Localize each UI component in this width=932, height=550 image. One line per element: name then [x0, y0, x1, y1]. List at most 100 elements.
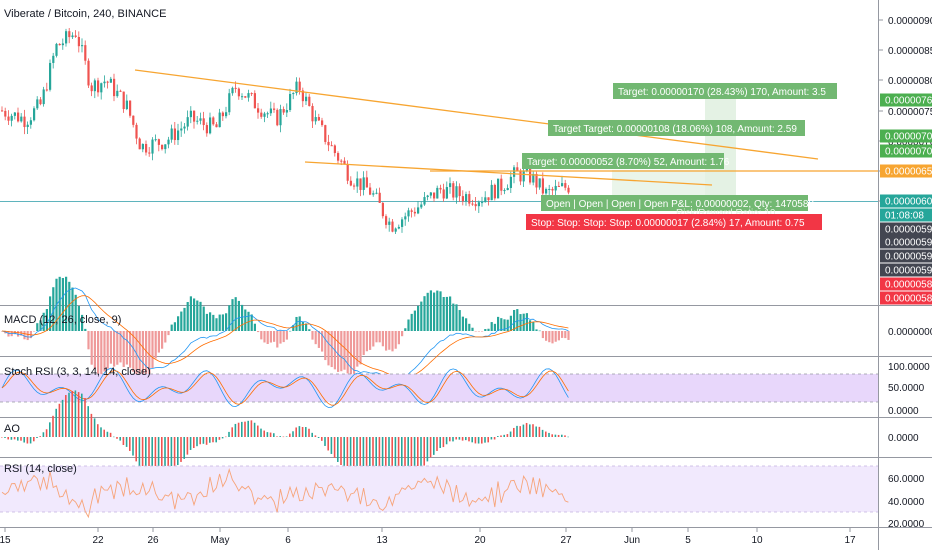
position-tool[interactable]: Target: 0.00000170 (28.43%) 170, Amount:…	[522, 83, 837, 230]
time-axis-label: 20	[474, 535, 486, 546]
stop-label[interactable]: Stop: Stop: Stop: Stop: 0.00000017 (2.84…	[526, 214, 822, 230]
candle-body	[343, 160, 346, 164]
macd-histogram-bar	[36, 323, 39, 331]
price-tag	[880, 263, 932, 277]
ao-bar	[314, 435, 317, 437]
candle-body	[397, 226, 400, 229]
ao-bar	[493, 437, 496, 440]
macd-histogram-bar	[394, 331, 397, 349]
candle-body	[113, 78, 116, 97]
macd-histogram-bar	[65, 276, 68, 331]
target-label-2[interactable]: Target Target: 0.00000108 (18.06%) 108, …	[548, 120, 805, 136]
svg-text:Open | Open | Open | Open P&L:: Open | Open | Open | Open P&L: 0.0000000…	[546, 199, 814, 210]
macd-histogram-bar	[401, 331, 404, 337]
ao-bar	[397, 437, 400, 493]
macd-histogram-bar	[474, 331, 477, 332]
macd-histogram-bar	[125, 331, 128, 365]
macd-line	[1, 287, 569, 383]
ao-bar	[196, 437, 198, 447]
macd-histogram-bar	[551, 331, 554, 344]
macd-histogram-bar	[119, 331, 122, 363]
macd-histogram-bar	[535, 329, 538, 331]
ao-bar	[273, 433, 275, 437]
trendline-upper[interactable]	[134, 69, 819, 160]
ao-bar	[253, 422, 256, 437]
macd-histogram-bar	[564, 331, 567, 339]
ao-bar	[148, 437, 150, 479]
price-tag-label: 01:08:08	[885, 211, 924, 222]
candle-body	[391, 221, 394, 232]
ao-bar	[241, 421, 243, 437]
macd-histogram-bar	[77, 306, 80, 331]
macd-histogram-bar	[461, 316, 464, 331]
ao-bar	[13, 437, 16, 440]
candle-body	[269, 108, 272, 114]
ao-bar	[385, 437, 387, 489]
ao-bar	[506, 434, 509, 437]
ao-bar	[212, 437, 214, 443]
stoch-rsi-pane[interactable]	[0, 367, 878, 408]
macd-histogram-bar	[58, 276, 61, 331]
ao-bar	[433, 437, 435, 455]
stoch-d-line	[1, 370, 569, 406]
ao-bar	[71, 391, 73, 437]
ao-bar	[81, 393, 83, 437]
ao-bar	[394, 437, 397, 493]
candle-body	[359, 178, 362, 190]
macd-histogram-bar	[132, 331, 135, 372]
macd-histogram-bar	[244, 309, 247, 331]
candle-body	[321, 120, 324, 126]
candle-body	[413, 211, 416, 214]
time-axis-label: 6	[285, 535, 291, 546]
macd-histogram-bar	[423, 296, 426, 331]
price-tag	[880, 291, 932, 305]
price-pane[interactable]	[0, 28, 878, 235]
rsi-pane[interactable]	[0, 465, 878, 519]
candle-body	[471, 203, 474, 205]
ao-bar	[77, 392, 80, 437]
macd-histogram-bar	[49, 296, 52, 331]
macd-histogram-bar	[228, 305, 231, 331]
trendline-lower[interactable]	[304, 161, 713, 186]
candle-body	[103, 81, 106, 84]
macd-pane[interactable]	[1, 276, 570, 384]
ao-bar	[17, 437, 19, 441]
candle-body	[282, 109, 285, 113]
candle-body	[138, 138, 141, 150]
ao-bar	[401, 437, 403, 491]
target-label-3[interactable]: Target: 0.00000052 (8.70%) 52, Amount: 1…	[522, 153, 730, 169]
candle-body	[193, 110, 196, 122]
stoch-rsi-title: Stoch RSI (3, 3, 14, 14, close)	[4, 366, 151, 378]
macd-histogram-bar	[484, 329, 487, 331]
ao-bar	[500, 435, 502, 437]
macd-histogram-bar	[170, 324, 173, 331]
indicator-axis-label: 0.00000000	[888, 327, 932, 338]
ao-bar	[372, 437, 374, 483]
time-axis[interactable]: 15 22 26 May 6 13 20 27 Jun 5 10 17	[0, 528, 856, 546]
macd-histogram-bar	[33, 331, 36, 332]
macd-histogram-bar	[237, 300, 240, 331]
candle-body	[455, 186, 458, 198]
ao-bar	[548, 432, 550, 437]
macd-histogram-bar	[442, 297, 445, 331]
macd-histogram-bar	[161, 331, 164, 349]
ao-bar	[410, 437, 413, 481]
candle-body	[305, 96, 308, 102]
candle-body	[199, 118, 202, 121]
price-tag-label: 0.00000706	[885, 147, 932, 158]
macd-histogram-bar	[362, 331, 365, 356]
ao-bar	[269, 432, 272, 437]
macd-histogram-bar	[289, 330, 292, 332]
open-label[interactable]: Open | Open | Open | Open P&L: 0.0000000…	[541, 195, 814, 211]
candle-body	[97, 80, 100, 93]
target-label-1[interactable]: Target: 0.00000170 (28.43%) 170, Amount:…	[613, 83, 837, 99]
ao-bar	[215, 437, 217, 443]
ao-bar	[106, 431, 109, 437]
macd-histogram-bar	[497, 316, 500, 331]
macd-histogram-bar	[487, 328, 490, 331]
macd-histogram-bar	[365, 331, 368, 352]
ao-pane[interactable]	[1, 390, 569, 493]
svg-text:Stop: Stop: Stop: Stop:: Stop: Stop: Stop: Stop: 0.00000017 (2.84…	[531, 218, 805, 229]
candle-body	[273, 108, 276, 110]
